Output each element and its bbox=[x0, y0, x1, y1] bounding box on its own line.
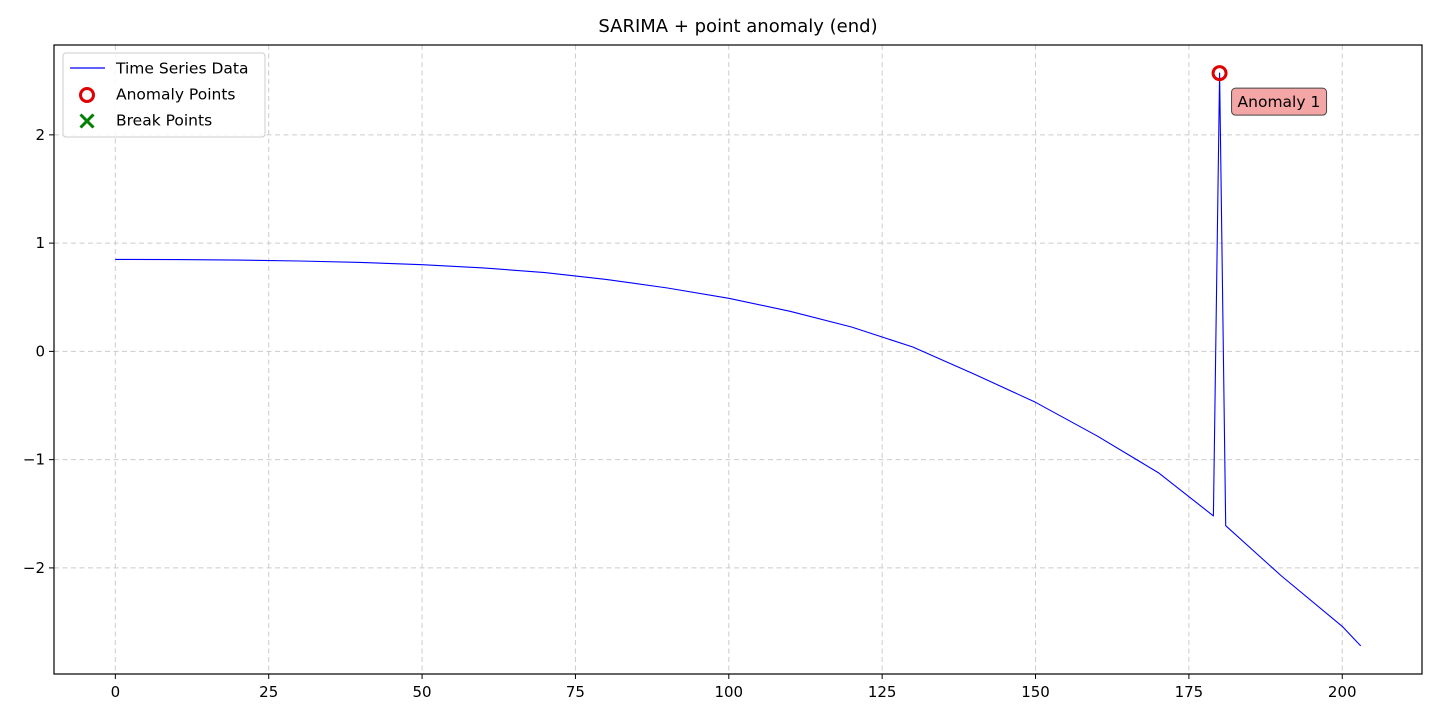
x-tick-label: 100 bbox=[714, 683, 743, 701]
x-tick-label: 125 bbox=[868, 683, 897, 701]
x-tick-label: 50 bbox=[413, 683, 432, 701]
annotation-box bbox=[1231, 87, 1328, 116]
y-tick-label: 1 bbox=[35, 234, 45, 252]
y-tick-label: 0 bbox=[35, 342, 45, 360]
y-tick-label: −1 bbox=[23, 451, 45, 469]
x-tick-label: 150 bbox=[1021, 683, 1050, 701]
y-tick-label: 2 bbox=[35, 126, 45, 144]
plot-frame bbox=[53, 44, 1423, 675]
anomaly-point bbox=[1211, 65, 1228, 82]
chart-title: SARIMA + point anomaly (end) bbox=[598, 16, 878, 37]
x-tick-label: 25 bbox=[259, 683, 278, 701]
x-tick-label: 175 bbox=[1175, 683, 1204, 701]
legend-label: Anomaly Points bbox=[116, 86, 235, 104]
legend-label: Time Series Data bbox=[115, 60, 248, 78]
legend-label: Break Points bbox=[116, 112, 212, 130]
x-tick-label: 200 bbox=[1328, 683, 1357, 701]
annotation: Anomaly 1 bbox=[1231, 87, 1328, 116]
series-line-time-series-data bbox=[115, 72, 1362, 647]
legend-box bbox=[62, 52, 266, 138]
legend: Time Series Data Anomaly Points Break Poin… bbox=[62, 52, 266, 138]
x-tick-label: 0 bbox=[111, 683, 121, 701]
legend-break-swatch bbox=[79, 113, 95, 129]
legend-anomaly-swatch bbox=[79, 87, 95, 103]
annotation-label: Anomaly 1 bbox=[1238, 93, 1321, 111]
x-tick-label: 75 bbox=[566, 683, 585, 701]
y-tick-label: −2 bbox=[23, 559, 45, 577]
